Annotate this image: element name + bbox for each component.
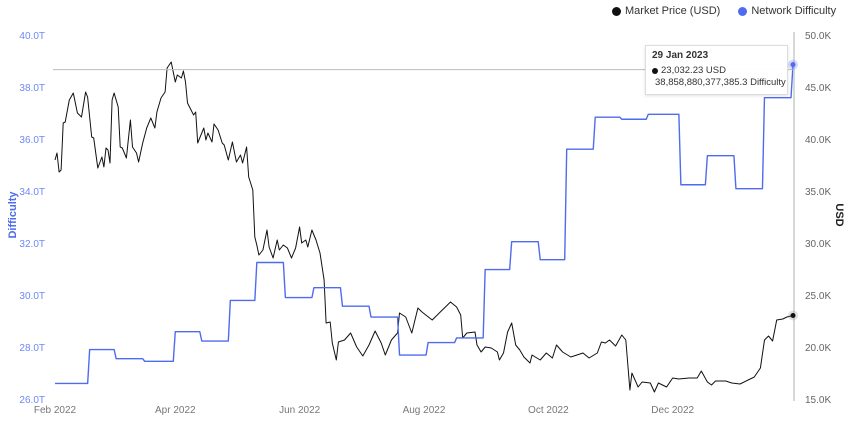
x-tick-label: Oct 2022 [528, 405, 569, 416]
y-right-tick-label: 50.0K [805, 31, 831, 42]
y-left-tick-label: 34.0T [19, 187, 45, 198]
x-tick-label: Aug 2022 [403, 405, 446, 416]
legend-label: Network Difficulty [751, 5, 837, 17]
y-left-tick-label: 28.0T [19, 343, 45, 354]
y-right-tick-label: 15.0K [805, 395, 831, 406]
y-right-tick-label: 30.0K [805, 239, 831, 250]
x-tick-label: Jun 2022 [279, 405, 321, 416]
difficulty-line [55, 64, 794, 385]
series-layer [54, 61, 794, 393]
tooltip: 29 Jan 2023 23,032.23 USD 38,858,880,377… [645, 45, 788, 95]
y-right-tick-label: 25.0K [805, 291, 831, 302]
y-right-tick-label: 20.0K [805, 343, 831, 354]
legend-item-network-difficulty[interactable]: Network Difficulty [738, 5, 836, 17]
hover-price-point [790, 312, 796, 318]
x-axis-ticks: Feb 2022 Apr 2022 Jun 2022 Aug 2022 Oct 2022… [34, 405, 695, 416]
y-right-tick-label: 35.0K [805, 187, 831, 198]
y-axis-left-label: Difficulty [7, 191, 19, 239]
y-left-tick-label: 40.0T [19, 31, 45, 42]
tooltip-row-difficulty: 38,858,880,377,385.3 Difficulty [652, 77, 786, 89]
y-axis-right-ticks: 15.0K 20.0K 25.0K 30.0K 35.0K 40.0K 45.0K 50.0K [805, 31, 831, 406]
y-left-tick-label: 32.0T [19, 239, 45, 250]
tooltip-price: 23,032.23 USD [661, 65, 726, 76]
y-axis-right-label: USD [833, 203, 845, 226]
legend-item-market-price[interactable]: Market Price (USD) [612, 5, 720, 17]
hover-difficulty-point [790, 62, 796, 68]
y-right-tick-label: 45.0K [805, 83, 831, 94]
market-price-dot-icon [612, 6, 621, 16]
tooltip-row-price: 23,032.23 USD [652, 65, 781, 77]
y-right-tick-label: 40.0K [805, 135, 831, 146]
x-tick-label: Dec 2022 [651, 405, 694, 416]
y-axis-left-ticks: 26.0T 28.0T 30.0T 32.0T 34.0T 36.0T 38.0T 40.0T [19, 31, 45, 406]
market-price-dot-icon [652, 68, 658, 74]
legend-label: Market Price (USD) [625, 5, 721, 17]
network-difficulty-dot-icon [738, 6, 748, 16]
price-line [54, 61, 794, 393]
y-left-tick-label: 36.0T [19, 135, 45, 146]
y-left-tick-label: 30.0T [19, 291, 45, 302]
y-left-tick-label: 26.0T [19, 395, 45, 406]
y-left-tick-label: 38.0T [19, 83, 45, 94]
x-tick-label: Feb 2022 [34, 405, 77, 416]
tooltip-date: 29 Jan 2023 [652, 50, 709, 61]
x-tick-label: Apr 2022 [155, 405, 196, 416]
tooltip-difficulty: 38,858,880,377,385.3 Difficulty [655, 77, 786, 88]
legend: Market Price (USD) Network Difficulty [612, 5, 836, 17]
